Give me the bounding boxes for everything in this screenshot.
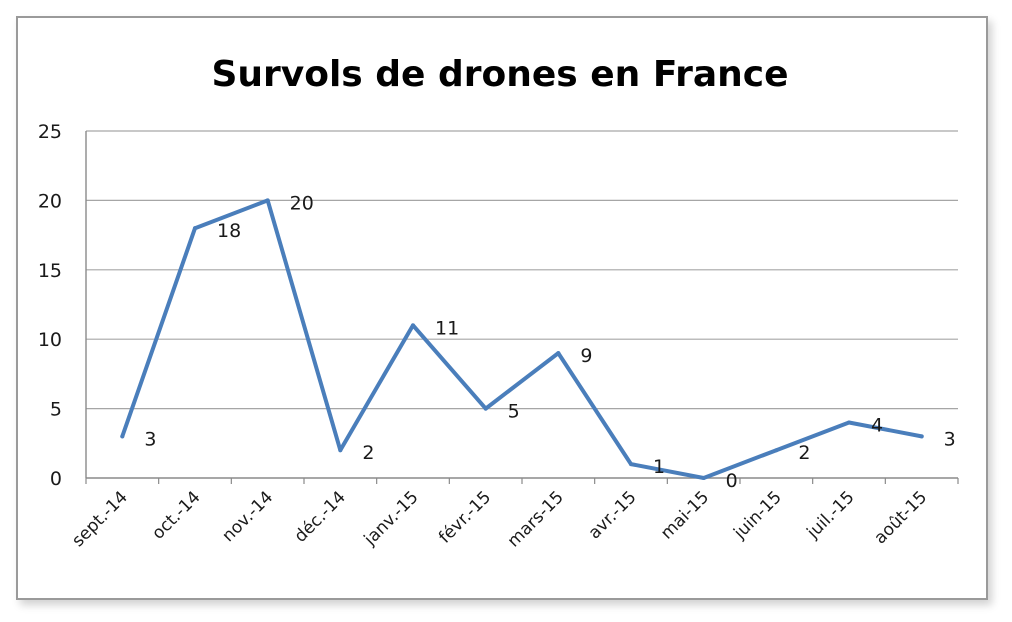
y-tick-label: 10 [38, 329, 62, 351]
x-tick-label: oct.-14 [148, 487, 204, 543]
x-tick-label: mars-15 [504, 487, 568, 551]
series-line [120, 198, 924, 480]
x-tick-label: août-15 [870, 487, 931, 548]
x-tick-label: avr.-15 [585, 487, 641, 543]
data-label: 18 [217, 220, 241, 242]
data-label: 2 [798, 442, 810, 464]
data-label: 0 [726, 470, 738, 492]
data-point [919, 434, 924, 439]
data-point [483, 406, 488, 411]
x-tick-label: sept.-14 [68, 487, 132, 551]
x-axis-ticks: sept.-14 oct.-14 nov.-14 déc.-14 janv.-15 fév… [68, 478, 959, 551]
data-label: 20 [290, 192, 314, 214]
x-tick-label: mai-15 [657, 487, 713, 543]
data-point [411, 323, 415, 328]
data-point [556, 351, 561, 356]
data-label: 9 [580, 345, 592, 367]
x-tick-label: juil.-15 [803, 487, 859, 543]
x-tick-label: déc.-14 [291, 487, 350, 546]
y-tick-label: 5 [50, 399, 62, 421]
data-point [629, 462, 633, 467]
data-point [701, 476, 706, 480]
x-tick-label: nov.-14 [218, 487, 277, 546]
data-label: 4 [871, 414, 883, 436]
data-label: 3 [944, 428, 956, 450]
data-point [193, 226, 197, 231]
data-point [265, 198, 270, 203]
data-labels: 3 18 20 2 11 5 9 1 0 2 4 3 [144, 192, 955, 492]
x-tick-label: juin-15 [729, 487, 785, 543]
data-point [338, 448, 343, 453]
y-tick-label: 0 [50, 468, 62, 490]
data-point [774, 448, 779, 453]
y-tick-label: 20 [38, 190, 62, 212]
chart-title: Survols de drones en France [211, 54, 788, 95]
data-point [120, 434, 125, 439]
y-tick-label: 25 [38, 121, 62, 143]
gridlines [85, 130, 958, 479]
y-tick-label: 15 [38, 260, 62, 282]
x-tick-label: janv.-15 [360, 487, 423, 550]
chart-frame [16, 16, 988, 600]
data-label: 5 [508, 401, 520, 423]
data-label: 1 [653, 456, 665, 478]
data-label: 11 [435, 317, 459, 339]
data-label: 3 [144, 428, 156, 450]
data-point [847, 420, 851, 425]
y-axis-ticks: 0 5 10 15 20 25 [38, 121, 62, 490]
x-tick-label: févr.-15 [435, 487, 495, 547]
series-group [120, 198, 924, 480]
data-label: 2 [362, 442, 374, 464]
